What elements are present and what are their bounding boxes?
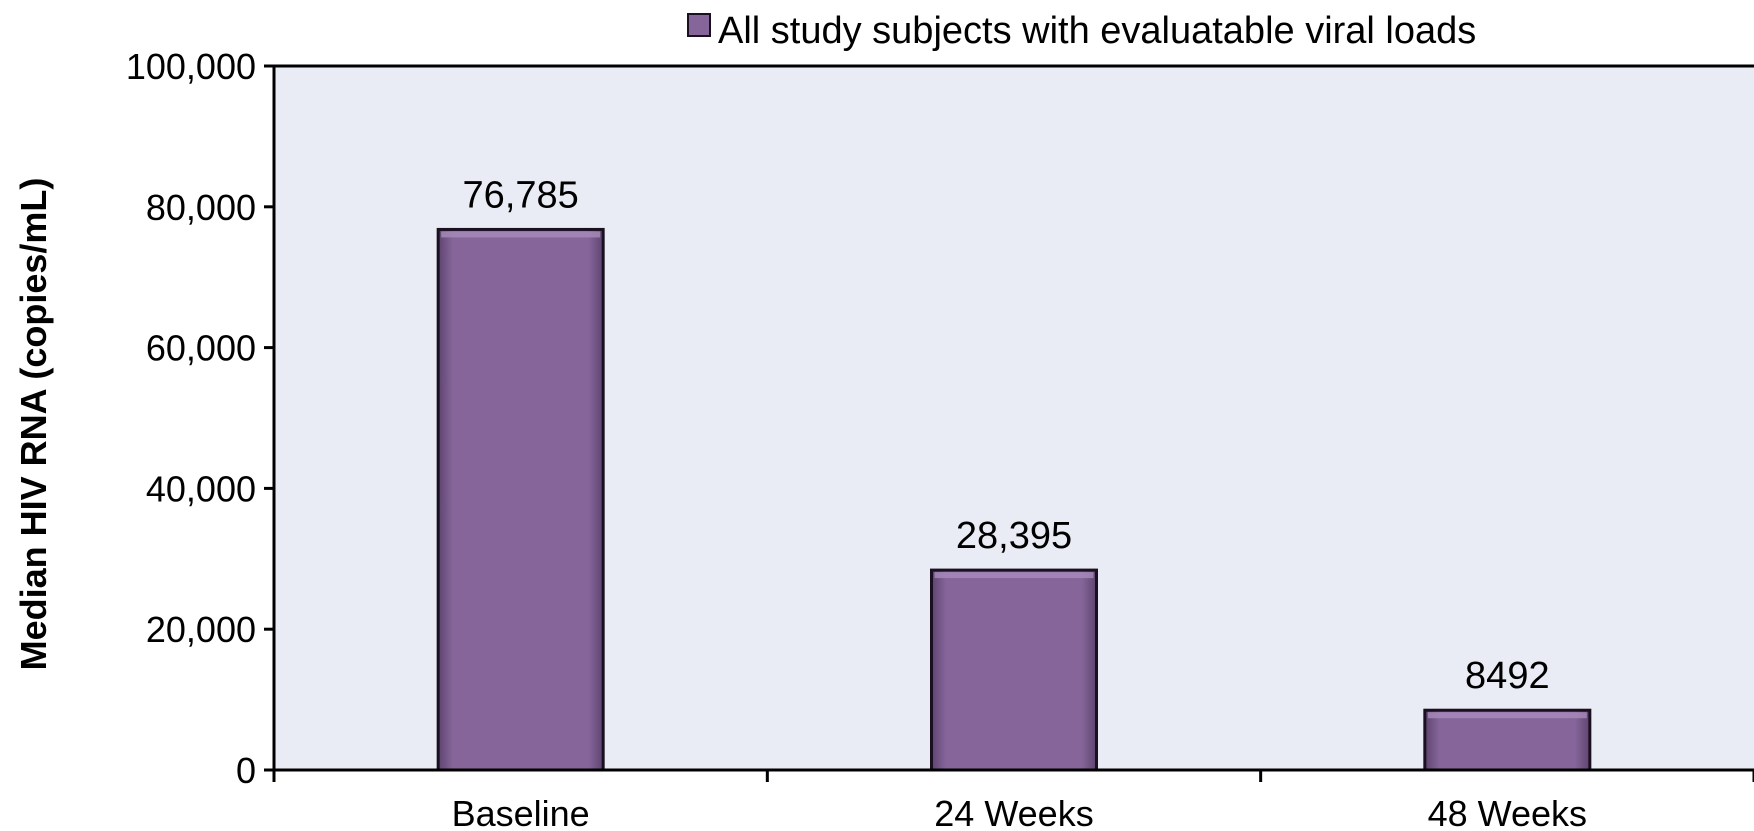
legend-swatch xyxy=(687,13,711,37)
bars: 76,785 28,395 8492 xyxy=(436,174,1592,772)
bar-data-label: 28,395 xyxy=(956,515,1072,557)
legend: All study subjects with evaluatable vira… xyxy=(687,10,1476,52)
bar-highlight xyxy=(441,231,601,238)
bar-data-label: 8492 xyxy=(1465,655,1550,697)
y-tick-label: 0 xyxy=(236,750,256,791)
y-tick-label: 60,000 xyxy=(146,328,256,369)
x-tick-label: 24 Weeks xyxy=(934,793,1093,831)
x-tick-label: Baseline xyxy=(452,793,590,831)
x-tick-label: 48 Weeks xyxy=(1428,793,1587,831)
plot-frame xyxy=(272,64,1754,772)
x-axis-ticks: Baseline 24 Weeks 48 Weeks xyxy=(272,770,1754,831)
y-axis-title: Median HIV RNA (copies/mL) xyxy=(13,178,54,671)
y-tick-label: 20,000 xyxy=(146,609,256,650)
y-axis-ticks: 0 20,000 40,000 60,000 80,000 100,000 xyxy=(126,46,274,791)
bar-highlight xyxy=(934,572,1094,579)
bar-data-label: 76,785 xyxy=(463,174,579,216)
bar-highlight xyxy=(1427,712,1587,719)
bar xyxy=(436,227,605,772)
bar xyxy=(1423,708,1592,772)
y-tick-label: 100,000 xyxy=(126,46,256,87)
bar xyxy=(930,568,1098,772)
y-tick-label: 80,000 xyxy=(146,187,256,228)
y-tick-label: 40,000 xyxy=(146,468,256,509)
legend-label: All study subjects with evaluatable vira… xyxy=(718,10,1476,52)
